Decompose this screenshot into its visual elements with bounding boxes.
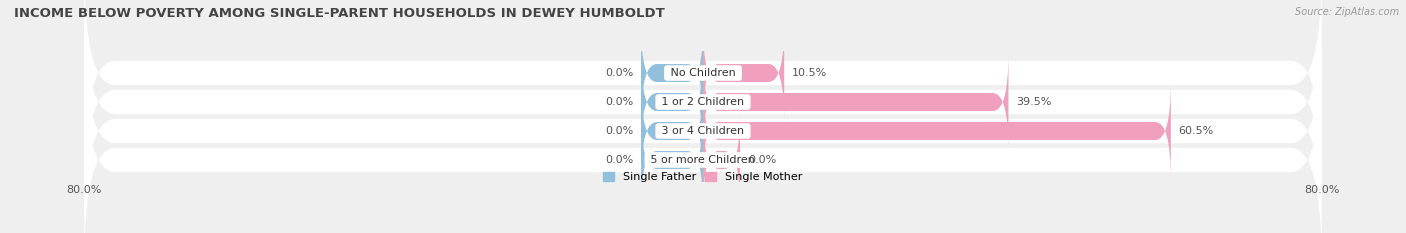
- FancyBboxPatch shape: [703, 82, 1171, 180]
- FancyBboxPatch shape: [84, 0, 1322, 177]
- Text: INCOME BELOW POVERTY AMONG SINGLE-PARENT HOUSEHOLDS IN DEWEY HUMBOLDT: INCOME BELOW POVERTY AMONG SINGLE-PARENT…: [14, 7, 665, 20]
- FancyBboxPatch shape: [641, 24, 703, 122]
- FancyBboxPatch shape: [703, 111, 740, 209]
- Text: 0.0%: 0.0%: [748, 155, 776, 165]
- Text: 39.5%: 39.5%: [1017, 97, 1052, 107]
- Legend: Single Father, Single Mother: Single Father, Single Mother: [599, 167, 807, 187]
- FancyBboxPatch shape: [84, 56, 1322, 233]
- Text: 0.0%: 0.0%: [605, 155, 633, 165]
- Text: 0.0%: 0.0%: [605, 68, 633, 78]
- FancyBboxPatch shape: [84, 0, 1322, 206]
- Text: 1 or 2 Children: 1 or 2 Children: [658, 97, 748, 107]
- Text: 0.0%: 0.0%: [605, 126, 633, 136]
- Text: 0.0%: 0.0%: [605, 97, 633, 107]
- Text: 10.5%: 10.5%: [792, 68, 827, 78]
- FancyBboxPatch shape: [703, 24, 785, 122]
- Text: 3 or 4 Children: 3 or 4 Children: [658, 126, 748, 136]
- Text: 5 or more Children: 5 or more Children: [647, 155, 759, 165]
- FancyBboxPatch shape: [641, 82, 703, 180]
- Text: No Children: No Children: [666, 68, 740, 78]
- Text: 60.5%: 60.5%: [1178, 126, 1213, 136]
- FancyBboxPatch shape: [641, 111, 703, 209]
- FancyBboxPatch shape: [703, 53, 1008, 151]
- Text: Source: ZipAtlas.com: Source: ZipAtlas.com: [1295, 7, 1399, 17]
- FancyBboxPatch shape: [641, 53, 703, 151]
- FancyBboxPatch shape: [84, 27, 1322, 233]
